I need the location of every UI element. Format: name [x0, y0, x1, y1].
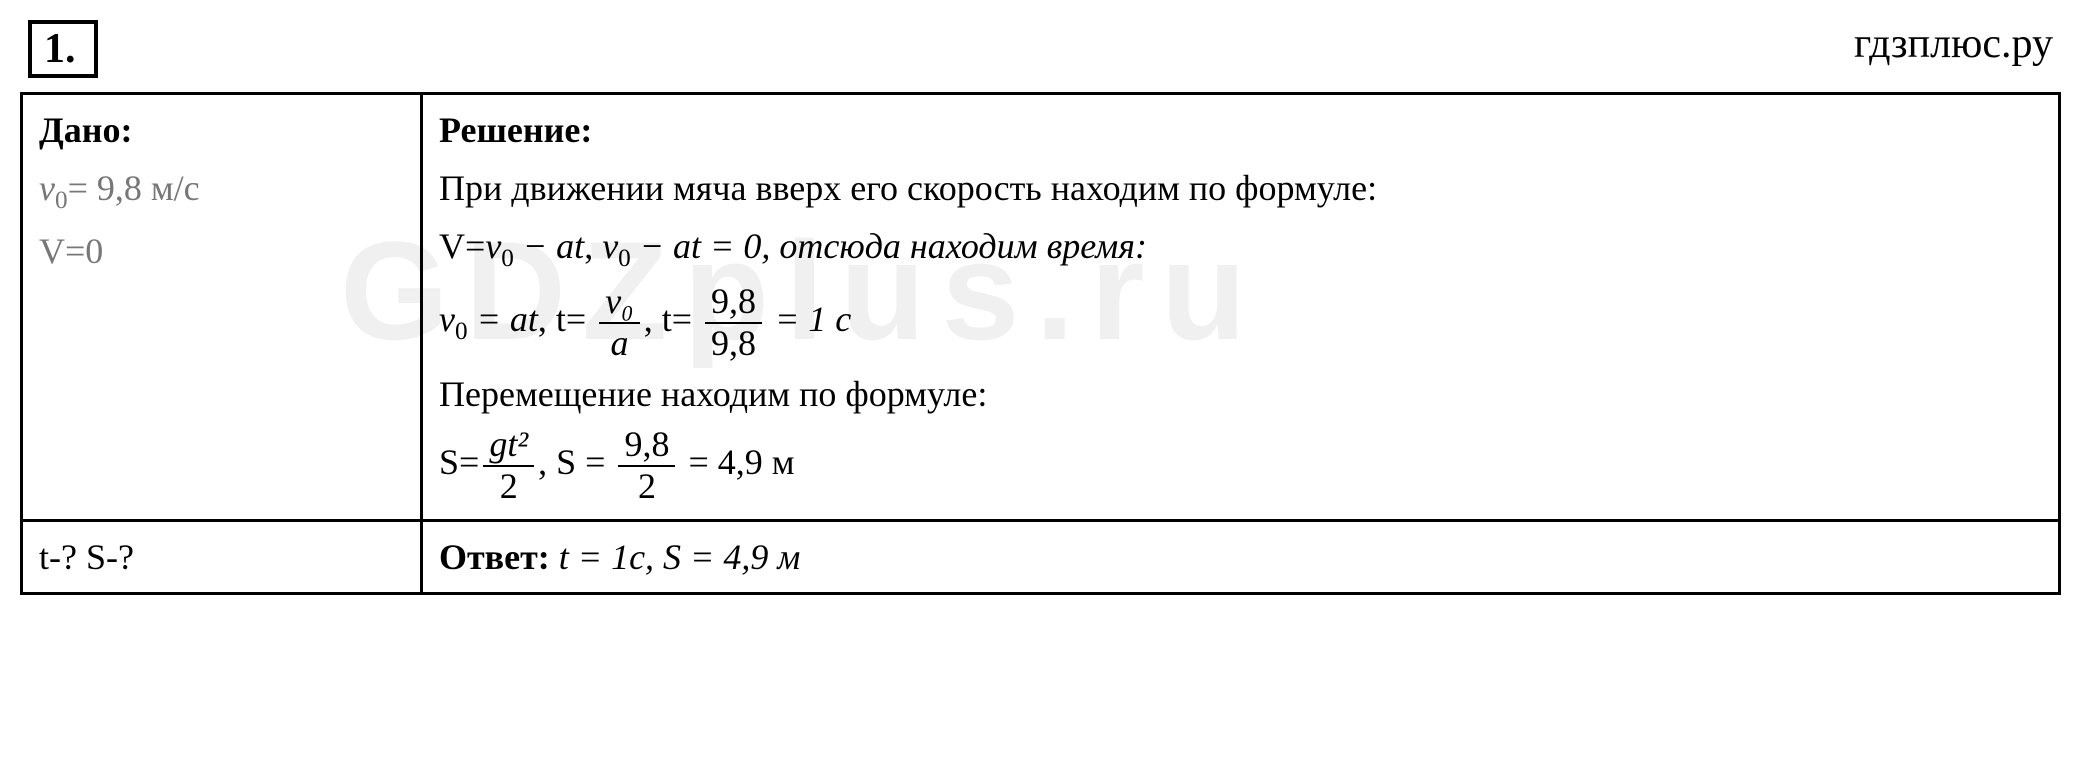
solution-line5: S=gt²2, S = 9,82 = 4,9 м [439, 425, 2042, 506]
solution-cell: Решение: При движении мяча вверх его ско… [422, 94, 2060, 520]
l3-eq-at: = at [468, 299, 538, 339]
l5-frac2-num: 9,8 [618, 425, 675, 467]
l5-frac1-den: 2 [483, 467, 534, 507]
problem-number: 1 [44, 26, 65, 72]
v0-eq: = 9,8 м/с [68, 168, 200, 208]
solution-line2: V=v0 − at, v0 − at = 0, отсюда находим в… [439, 219, 2042, 278]
l3-frac2-num: 9,8 [705, 282, 762, 324]
v0-sub: 0 [55, 187, 68, 214]
l5-frac1: gt²2 [483, 425, 534, 506]
l5-frac2-den: 2 [618, 467, 675, 507]
solution-line4: Перемещение находим по формуле: [439, 367, 2042, 421]
l2-v0bsub: 0 [618, 245, 631, 272]
header-row: 1. гдзплюс.ру [20, 20, 2061, 78]
l3-frac2: 9,89,8 [705, 282, 762, 363]
problem-number-box: 1. [28, 20, 98, 78]
v0-var: v [39, 168, 55, 208]
l2-minus-at: − at [514, 226, 584, 266]
l5-tail: = 4,9 м [679, 442, 794, 482]
l3-t-eq: , t= [538, 299, 595, 339]
l3-frac2-den: 9,8 [705, 324, 762, 364]
given-cell: Дано: v0= 9,8 м/с V=0 [22, 94, 422, 520]
answer-cell: Ответ: t = 1c, S = 4,9 м [422, 520, 2060, 593]
l5-s-eq: S= [439, 442, 479, 482]
given-v0: v0= 9,8 м/с [39, 161, 404, 220]
l3-frac1: v₀a [599, 282, 640, 363]
solution-label: Решение: [439, 103, 2042, 157]
solution-table: Дано: v0= 9,8 м/с V=0 Решение: При движе… [20, 92, 2061, 594]
l3-v0: v [439, 299, 455, 339]
site-url: гдзплюс.ру [1854, 20, 2053, 68]
problem-number-dot: . [65, 26, 76, 72]
l2-v0: v [485, 226, 501, 266]
solution-line3: v0 = at, t= v₀a, t= 9,89,8 = 1 c [439, 282, 2042, 363]
l2-comma: , [584, 226, 602, 266]
solution-line1: При движении мяча вверх его скорость нах… [439, 161, 2042, 215]
question-cell: t-? S-? [22, 520, 422, 593]
l3-frac1-num: v₀ [599, 282, 640, 324]
l3-frac1-den: a [599, 324, 640, 364]
l3-tail: = 1 c [766, 299, 851, 339]
l2-tail-at: − at = 0, отсюда находим время: [631, 226, 1147, 266]
l3-comma2: , t= [644, 299, 701, 339]
answer-label: Ответ: [439, 537, 550, 577]
page-container: GDZplus.ru 1. гдзплюс.ру Дано: v0= 9,8 м… [20, 20, 2061, 595]
answer-text: t = 1c, S = 4,9 м [550, 537, 801, 577]
l2-prefix: V= [439, 226, 485, 266]
l2-v0sub: 0 [501, 245, 514, 272]
question-text: t-? S-? [39, 537, 134, 577]
l5-frac2: 9,82 [618, 425, 675, 506]
given-v: V=0 [39, 224, 404, 278]
l5-frac1-num: gt² [483, 425, 534, 467]
l2-v0b: v [602, 226, 618, 266]
l3-v0sub: 0 [455, 318, 468, 345]
given-label: Дано: [39, 103, 404, 157]
l5-comma: , S = [538, 442, 614, 482]
